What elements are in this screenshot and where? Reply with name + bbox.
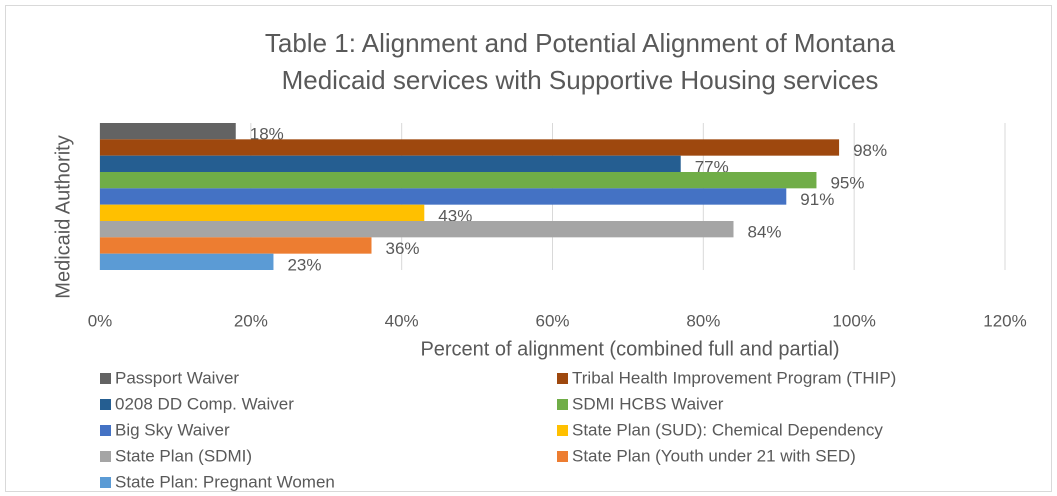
legend-label: Big Sky Waiver: [115, 420, 230, 439]
legend-label: Tribal Health Improvement Program (THIP): [572, 368, 896, 387]
data-label: 18%: [250, 125, 284, 144]
x-tick-label: 40%: [385, 311, 419, 330]
x-tick-label: 100%: [832, 311, 875, 330]
y-axis-title: Medicaid Authority: [52, 135, 74, 298]
chart-title: Table 1: Alignment and Potential Alignme…: [265, 28, 896, 58]
legend-swatch: [557, 373, 568, 384]
legend-swatch: [100, 477, 111, 488]
bar: [100, 139, 840, 156]
bar: [100, 237, 372, 254]
legend-swatch: [100, 373, 111, 384]
legend-label: State Plan (SDMI): [115, 446, 252, 465]
bar: [100, 188, 787, 205]
x-tick-label: 120%: [983, 311, 1026, 330]
legend-swatch: [557, 399, 568, 410]
data-label: 98%: [853, 141, 887, 160]
legend-label: State Plan: Pregnant Women: [115, 472, 335, 491]
x-tick-label: 0%: [88, 311, 113, 330]
x-tick-label: 60%: [535, 311, 569, 330]
bar: [100, 221, 734, 238]
bar: [100, 204, 425, 221]
x-tick-label: 20%: [234, 311, 268, 330]
data-label: 43%: [438, 206, 472, 225]
data-label: 77%: [695, 157, 729, 176]
legend-swatch: [100, 451, 111, 462]
bar: [100, 155, 681, 172]
data-label: 36%: [386, 239, 420, 258]
legend-swatch: [557, 425, 568, 436]
x-axis-title: Percent of alignment (combined full and …: [420, 338, 839, 360]
chart-title: Medicaid services with Supportive Housin…: [282, 65, 879, 95]
legend-label: State Plan (SUD): Chemical Dependency: [572, 420, 883, 439]
legend-label: 0208 DD Comp. Waiver: [115, 394, 294, 413]
legend-label: SDMI HCBS Waiver: [572, 394, 724, 413]
data-label: 95%: [830, 174, 864, 193]
data-label: 84%: [748, 223, 782, 242]
legend-label: State Plan (Youth under 21 with SED): [572, 446, 856, 465]
data-label: 23%: [287, 255, 321, 274]
legend-swatch: [557, 451, 568, 462]
legend-label: Passport Waiver: [115, 368, 239, 387]
bar: [100, 172, 817, 189]
bar: [100, 253, 274, 270]
legend-swatch: [100, 399, 111, 410]
data-label: 91%: [800, 190, 834, 209]
legend-swatch: [100, 425, 111, 436]
x-tick-label: 80%: [686, 311, 720, 330]
bar: [100, 123, 236, 140]
